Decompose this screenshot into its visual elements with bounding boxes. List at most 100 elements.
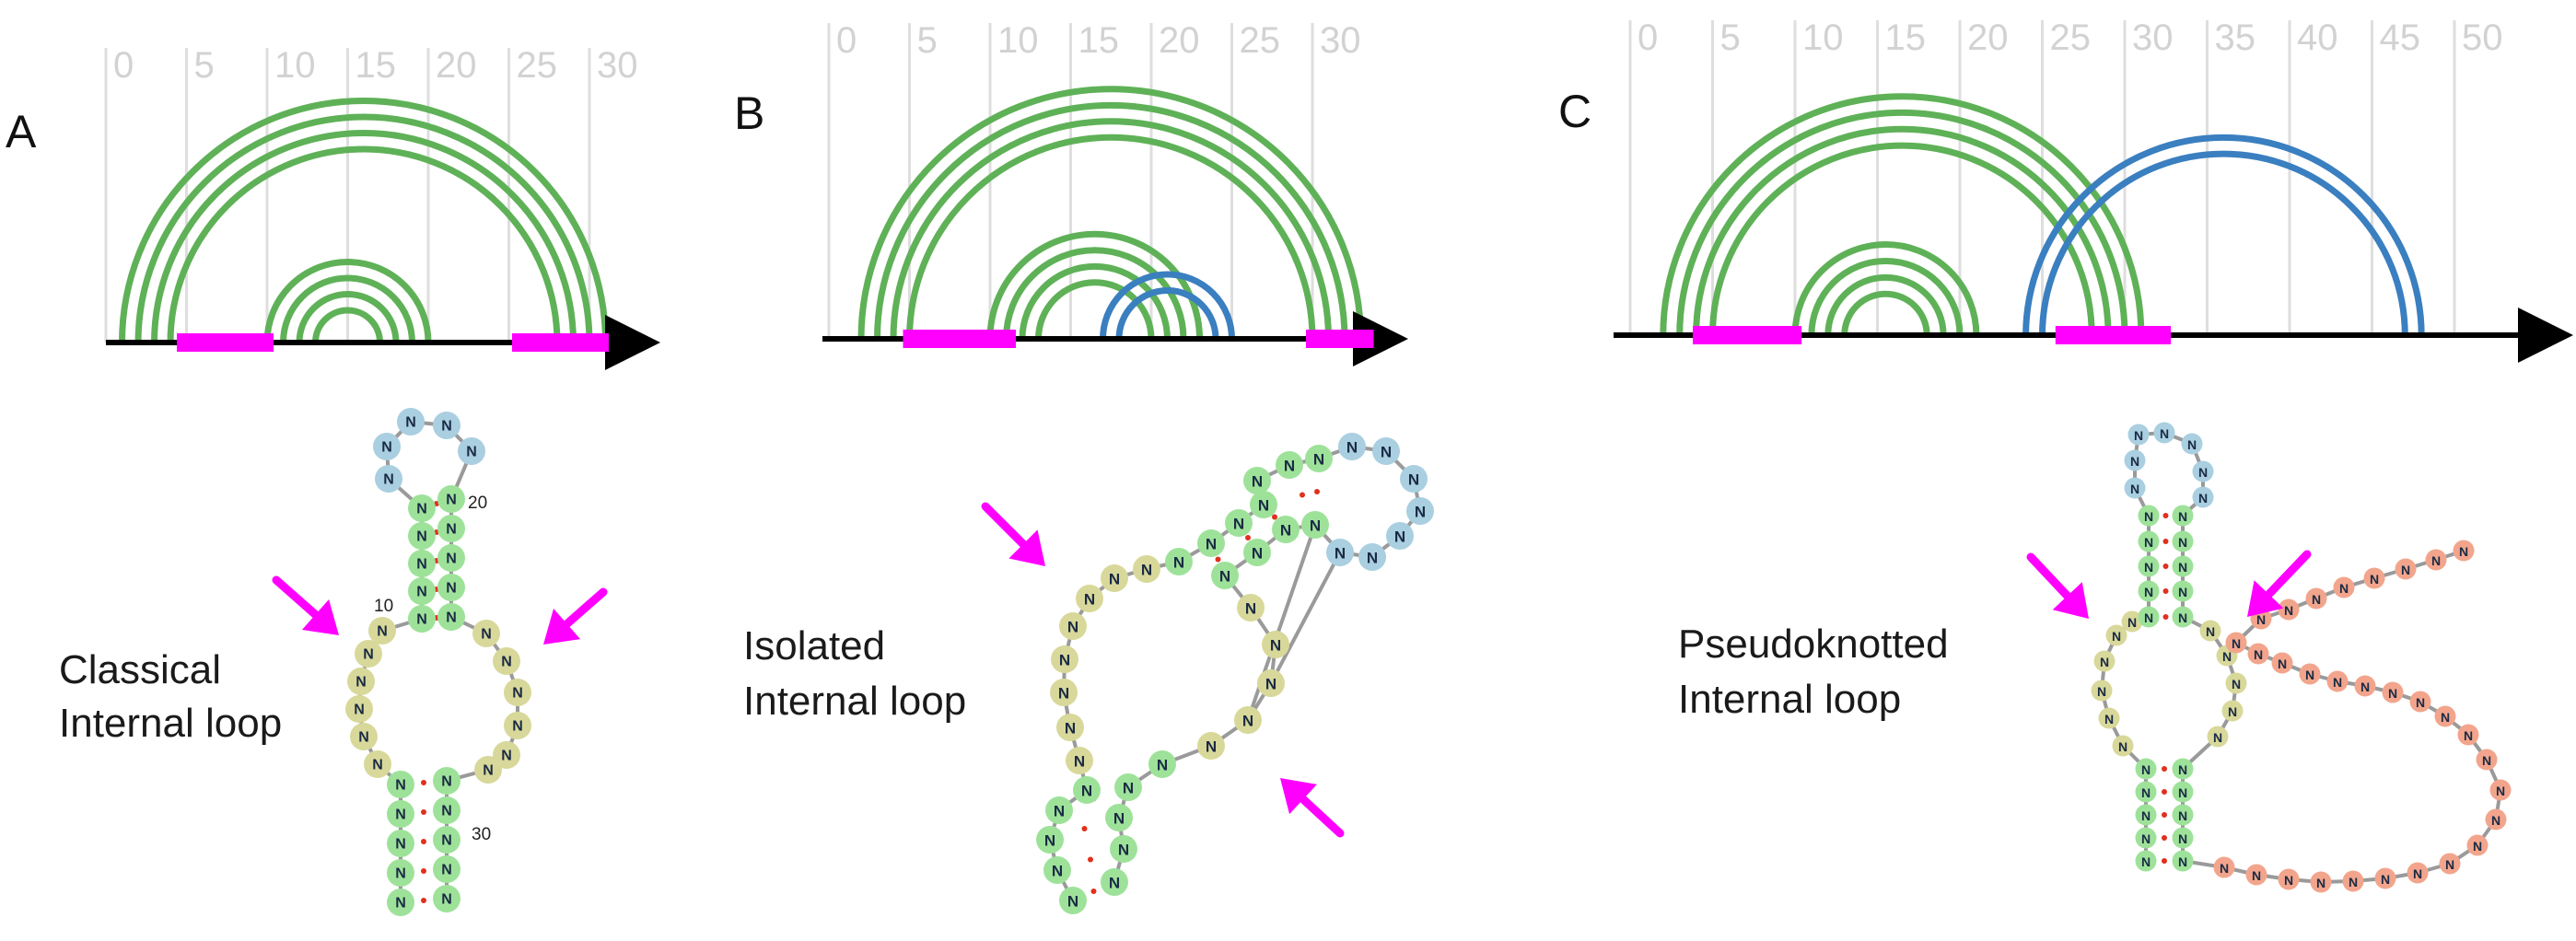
nucleotide bbox=[347, 668, 375, 695]
nucleotide bbox=[472, 620, 500, 647]
nucleotide bbox=[2407, 862, 2429, 884]
nucleotide bbox=[2124, 449, 2146, 471]
nucleotide bbox=[350, 723, 378, 750]
nucleotide-label: N bbox=[1113, 810, 1125, 828]
caption-c-line2: Internal loop bbox=[1678, 677, 1901, 722]
nucleotide-label: N bbox=[512, 686, 523, 702]
nucleotide bbox=[2172, 804, 2194, 826]
nucleotide-label: N bbox=[446, 581, 457, 597]
base-pair-arc bbox=[1003, 247, 1187, 340]
tick-label: 40 bbox=[2297, 17, 2338, 58]
nucleotide-label: N bbox=[395, 866, 406, 882]
loop-arrow-head bbox=[1008, 529, 1045, 566]
nucleotide-label: N bbox=[2198, 465, 2208, 480]
nucleotide-label: N bbox=[2144, 560, 2153, 575]
nucleotide-label: N bbox=[1310, 517, 1321, 535]
nucleotide-label: N bbox=[1394, 529, 1405, 546]
nucleotide-label: N bbox=[2178, 509, 2187, 524]
nucleotide-label: N bbox=[416, 557, 427, 573]
nucleotide bbox=[2310, 871, 2332, 893]
nucleotide bbox=[2093, 650, 2116, 672]
nucleotide-label: N bbox=[2213, 730, 2222, 745]
loop-segment bbox=[1693, 326, 1802, 344]
nucleotide bbox=[1066, 747, 1093, 774]
nucleotide bbox=[387, 800, 414, 828]
nucleotide-label: N bbox=[1367, 550, 1378, 567]
base-pair-arc bbox=[1791, 241, 1980, 336]
nucleotide bbox=[474, 756, 502, 784]
nucleotide bbox=[1114, 773, 1142, 801]
nucleotide bbox=[2172, 827, 2194, 849]
nucleotide bbox=[2326, 670, 2349, 692]
base-pair-arc bbox=[1035, 279, 1155, 340]
base-pair-dot bbox=[421, 780, 426, 785]
nucleotide-label: N bbox=[2416, 695, 2425, 710]
nucleotide-label: N bbox=[2441, 710, 2450, 725]
nucleotide bbox=[387, 889, 414, 916]
nucleotide-label: N bbox=[2413, 866, 2422, 881]
position-label-20: 20 bbox=[468, 494, 487, 513]
caption-b-line2: Internal loop bbox=[743, 679, 966, 724]
nucleotide bbox=[504, 712, 531, 739]
loop-arrow-shaft bbox=[272, 575, 321, 620]
nucleotide-label: N bbox=[1074, 753, 1085, 771]
nucleotide-label: N bbox=[2388, 686, 2397, 701]
nucleotide-label: N bbox=[2112, 629, 2121, 644]
nucleotide-label: N bbox=[377, 624, 388, 640]
loop-arrow-head bbox=[301, 599, 339, 635]
nucleotide bbox=[1197, 732, 1225, 760]
nucleotide-label: N bbox=[2339, 581, 2349, 596]
nucleotide bbox=[1050, 679, 1078, 706]
nucleotide-label: N bbox=[481, 627, 492, 643]
base-pair-arc bbox=[2022, 134, 2425, 336]
nucleotide-label: N bbox=[1245, 600, 1256, 618]
nucleotide-label: N bbox=[354, 703, 365, 718]
tick-label: 5 bbox=[194, 45, 215, 86]
nucleotide bbox=[2105, 624, 2127, 646]
nucleotide-label: N bbox=[1346, 439, 1358, 457]
caption-b-line1: Isolated bbox=[743, 623, 885, 668]
tick-label: 0 bbox=[1638, 17, 1658, 58]
nucleotide-label: N bbox=[2206, 624, 2215, 639]
nucleotide bbox=[1237, 594, 1265, 622]
nucleotide-label: N bbox=[1270, 637, 1281, 655]
base-pair-dot bbox=[2162, 539, 2169, 544]
nucleotide bbox=[2192, 486, 2214, 508]
base-pair-dot bbox=[421, 898, 426, 903]
nucleotide-label: N bbox=[1067, 619, 1078, 636]
nucleotide-label: N bbox=[2178, 585, 2187, 599]
loop-segment bbox=[177, 333, 274, 352]
nucleotide bbox=[1234, 706, 1262, 734]
nucleotide bbox=[2466, 834, 2489, 856]
nucleotide-label: N bbox=[2144, 585, 2153, 599]
base-pair-dot bbox=[1272, 514, 1277, 520]
base-pair-dot bbox=[2162, 614, 2169, 620]
nucleotide bbox=[1272, 516, 1300, 543]
nucleotide bbox=[1076, 585, 1103, 612]
base-pair-dot bbox=[1090, 889, 1097, 894]
nucleotide-label: N bbox=[1408, 471, 1419, 489]
loop-arrow-head bbox=[2247, 580, 2284, 617]
base-pair-dot bbox=[1245, 535, 1251, 540]
nucleotide bbox=[408, 577, 436, 605]
tick-label: 10 bbox=[1802, 17, 1844, 58]
base-pair-arc bbox=[1841, 290, 1930, 336]
nucleotide bbox=[2199, 620, 2221, 642]
nucleotide-label: N bbox=[2312, 592, 2321, 607]
nucleotide bbox=[2172, 850, 2194, 872]
nucleotide-label: N bbox=[1381, 444, 1392, 461]
tick-label: 15 bbox=[1078, 20, 1120, 61]
nucleotide bbox=[1326, 539, 1354, 566]
nucleotide bbox=[1338, 433, 1366, 460]
base-pair-arc bbox=[1693, 125, 2112, 336]
tick-label: 30 bbox=[1320, 20, 1361, 61]
nucleotide bbox=[2305, 587, 2327, 610]
base-pair-arc bbox=[986, 230, 1203, 340]
base-pair-arc bbox=[167, 145, 561, 343]
tick-label: 5 bbox=[917, 20, 938, 61]
nucleotide-label: N bbox=[395, 837, 406, 853]
nucleotide bbox=[2278, 868, 2300, 890]
nucleotide bbox=[1036, 826, 1064, 854]
nucleotide-label: N bbox=[2144, 509, 2153, 524]
